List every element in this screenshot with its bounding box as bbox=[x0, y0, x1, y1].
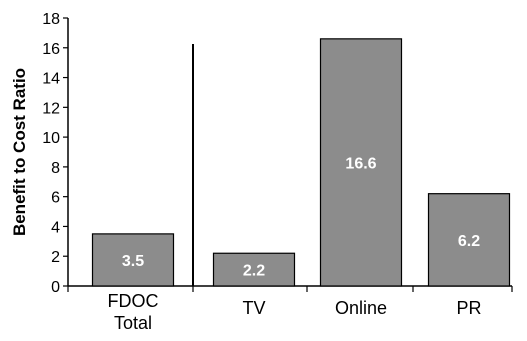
y-tick-label: 10 bbox=[42, 130, 60, 147]
y-tick-label: 6 bbox=[51, 190, 60, 207]
y-axis: 0 2 4 6 8 10 12 14 16 18 bbox=[42, 11, 69, 296]
y-tick-label: 8 bbox=[51, 160, 60, 177]
y-tick-label: 14 bbox=[42, 71, 60, 88]
bar-value-label: 6.2 bbox=[458, 233, 480, 250]
y-tick-label: 4 bbox=[51, 219, 60, 236]
y-tick-label: 2 bbox=[51, 249, 60, 266]
y-axis-title: Benefit to Cost Ratio bbox=[10, 68, 29, 236]
bar bbox=[319, 38, 403, 287]
x-category-label: TV bbox=[242, 298, 265, 318]
bar bbox=[91, 233, 175, 287]
bar bbox=[212, 252, 296, 287]
x-category-label: Online bbox=[335, 298, 387, 318]
bar-value-label: 16.6 bbox=[345, 155, 376, 172]
data-labels: 3.5 2.2 16.6 6.2 bbox=[122, 155, 480, 279]
bar bbox=[427, 193, 511, 287]
x-category-label: FDOC Total bbox=[108, 291, 159, 333]
y-tick-label: 0 bbox=[51, 279, 60, 296]
bar-value-label: 2.2 bbox=[243, 263, 265, 280]
y-tick-label: 12 bbox=[42, 100, 60, 117]
x-category-label: PR bbox=[456, 298, 481, 318]
y-tick-label: 16 bbox=[42, 41, 60, 58]
bar-value-label: 3.5 bbox=[122, 253, 144, 270]
y-tick-label: 18 bbox=[42, 11, 60, 28]
bars bbox=[91, 38, 511, 287]
x-axis: FDOC Total TV Online PR bbox=[67, 44, 513, 333]
